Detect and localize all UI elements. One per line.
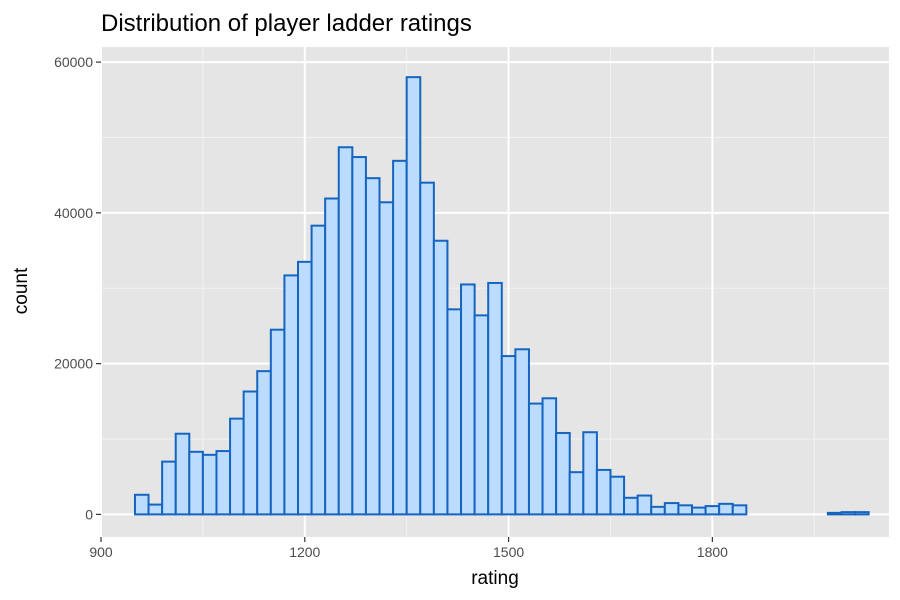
histogram-bar [663,502,680,516]
histogram-bar [229,417,245,516]
histogram-bar [650,505,666,516]
histogram-bar [691,506,707,516]
y-tick-label: 40000 [54,205,93,221]
histogram-bar [473,314,490,516]
histogram-bar [555,431,571,516]
histogram-bar [609,475,626,516]
histogram-bar [324,197,340,516]
histogram-bar [351,156,367,516]
histogram-bar [174,432,191,516]
y-tick-label: 0 [85,506,93,522]
histogram-bar [731,504,748,516]
histogram-bar [840,511,857,516]
histogram-bar [677,504,694,516]
histogram-bar [201,453,218,516]
chart-title: Distribution of player ladder ratings [101,10,472,37]
histogram-bar [500,355,517,516]
histogram-bar [826,511,843,516]
histogram-bar [636,494,653,516]
histogram-bar [283,274,299,516]
histogram-bar [215,450,232,516]
x-tick-label: 1500 [493,544,524,560]
histogram-bar [432,239,449,516]
histogram-bar [419,181,435,516]
histogram-bar [568,471,585,516]
histogram-bar [364,177,381,516]
histogram-bar [582,431,598,516]
histogram-bar [256,370,272,516]
histogram-bar [161,460,177,516]
x-tick-label: 1800 [697,544,728,560]
histogram-bar [595,468,612,516]
x-axis: 900 1200 1500 1800 [89,537,728,560]
histogram-bar [527,402,544,516]
y-tick-label: 60000 [54,54,93,70]
histogram-bar [269,328,286,516]
histogram-bar [704,505,721,516]
histogram-bar [337,146,354,516]
histogram-bar [623,496,639,516]
x-tick-label: 900 [89,544,113,560]
histogram-bar [297,260,313,516]
x-tick-label: 1200 [289,544,320,560]
histogram-bar [188,450,204,516]
histogram-bar [242,390,259,516]
histogram-bar [541,397,558,516]
histogram-bar [405,76,422,516]
histogram-bar [392,159,408,516]
histogram-bar [446,308,463,516]
y-axis: 0 20000 40000 60000 [54,54,101,522]
histogram-bars [133,76,870,516]
histogram-bar [147,503,164,516]
histogram-bar [854,511,870,516]
y-axis-title: count [11,267,32,314]
y-tick-label: 20000 [54,356,93,372]
histogram-bar [460,283,476,516]
x-axis-title: rating [471,568,519,589]
histogram-bar [514,348,530,516]
histogram-bar [378,201,395,516]
histogram-bar [718,502,734,516]
histogram-bar [487,281,503,516]
histogram-bar [133,493,150,516]
histogram-bar [310,224,327,516]
